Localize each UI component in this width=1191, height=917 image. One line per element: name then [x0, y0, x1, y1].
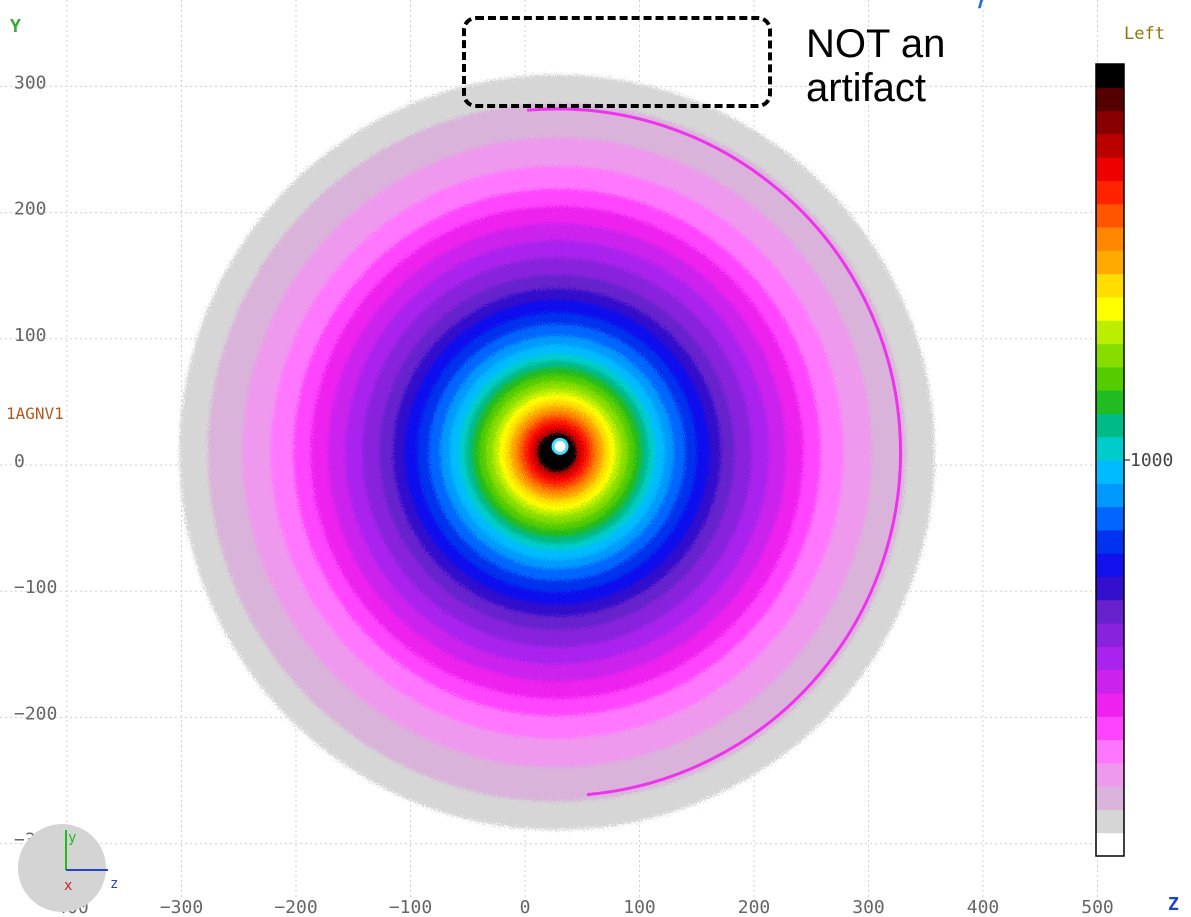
colorbar-swatch: [1096, 436, 1124, 461]
colorbar-tick-label: 1000: [1130, 450, 1173, 471]
triad-disc: [18, 824, 106, 912]
title-fragment: /: [978, 0, 987, 17]
colorbar-swatch: [1096, 390, 1124, 414]
x-tick-label: 0: [520, 897, 531, 917]
colorbar-swatch: [1096, 529, 1124, 554]
colorbar-swatch: [1096, 180, 1124, 205]
y-axis-letter: Y: [10, 16, 21, 37]
colorbar-swatch: [1096, 576, 1124, 601]
colorbar: 1000: [1095, 63, 1173, 857]
y-tick-label: −100: [14, 577, 57, 598]
colorbar-swatch: [1096, 296, 1124, 321]
colorbar-swatch: [1096, 366, 1124, 391]
colorbar-swatch: [1096, 739, 1124, 764]
colorbar-swatch: [1096, 669, 1124, 694]
z-axis-letter: Z: [1168, 894, 1179, 915]
colorbar-swatch: [1096, 553, 1124, 577]
x-tick-label: 200: [738, 897, 771, 917]
colorbar-swatch: [1096, 64, 1124, 88]
colorbar-swatch: [1096, 716, 1124, 741]
tick-labels: −400−300−200−100010020030040050030020010…: [14, 72, 1114, 917]
colorbar-swatch: [1096, 227, 1124, 251]
colorbar-swatch: [1096, 413, 1124, 438]
x-tick-label: −300: [160, 897, 203, 917]
colorbar-swatch: [1096, 692, 1124, 717]
colorbar-swatch: [1096, 623, 1124, 647]
colorbar-swatch: [1096, 506, 1124, 531]
colorbar-swatch: [1096, 832, 1124, 857]
colorbar-swatch: [1096, 157, 1124, 181]
x-tick-label: −100: [389, 897, 432, 917]
center-spot: [551, 437, 569, 455]
annotation-line-2: artifact: [806, 66, 927, 110]
colorbar-title: Left: [1124, 24, 1165, 44]
axis-triad: y x z: [18, 824, 118, 912]
x-tick-label: 500: [1081, 897, 1114, 917]
highlight-box: [462, 16, 772, 108]
triad-x-label: x: [64, 878, 72, 894]
x-tick-label: 400: [967, 897, 1000, 917]
colorbar-swatch: [1096, 599, 1124, 624]
x-tick-label: −200: [274, 897, 317, 917]
colorbar-swatch: [1096, 320, 1124, 345]
x-tick-label: 300: [852, 897, 885, 917]
y-tick-label: 100: [14, 325, 47, 346]
colorbar-swatch: [1096, 110, 1124, 135]
y-tick-label: −200: [14, 703, 57, 724]
colorbar-swatch: [1096, 483, 1124, 508]
colorbar-swatch: [1096, 762, 1124, 787]
colorbar-swatch: [1096, 809, 1124, 834]
colorbar-swatch: [1096, 133, 1124, 158]
detector-label: 1AGNV1: [6, 404, 64, 423]
triad-y-label: y: [68, 830, 76, 846]
y-tick-label: 200: [14, 199, 47, 220]
colorbar-swatch: [1096, 273, 1124, 298]
colorbar-swatch: [1096, 460, 1124, 484]
y-tick-label: 300: [14, 72, 47, 93]
y-tick-label: 0: [14, 451, 25, 472]
colorbar-swatch: [1096, 250, 1124, 275]
colorbar-swatch: [1096, 87, 1124, 112]
colorbar-swatch: [1096, 646, 1124, 671]
annotation-text: NOT an artifact: [806, 22, 945, 110]
colorbar-swatch: [1096, 343, 1124, 368]
triad-z-label: z: [110, 876, 118, 892]
annotation-line-1: NOT an: [806, 22, 946, 66]
colorbar-swatch: [1096, 786, 1124, 810]
arc-line: [526, 107, 903, 797]
x-tick-label: 100: [623, 897, 656, 917]
arc-feature: [526, 107, 903, 797]
colorbar-swatch: [1096, 203, 1124, 228]
